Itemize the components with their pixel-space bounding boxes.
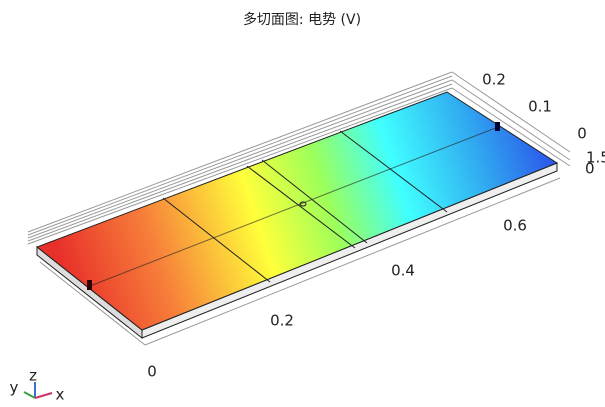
triad-x: x (56, 386, 65, 404)
x-tick-label: 0.6 (503, 217, 527, 235)
front-axis (39, 177, 561, 346)
y-tick-label: 0 (577, 125, 587, 143)
z-tick-label: 1.5 (586, 149, 605, 167)
x-tick-label: 0 (147, 363, 157, 381)
y-tick-label: 0.1 (528, 98, 552, 116)
x-tick-label: 0.4 (391, 262, 415, 280)
z-tick-label: 0 (585, 160, 595, 178)
triad-y: y (10, 379, 19, 397)
y-tick-label: 0.2 (482, 71, 506, 89)
back-grid (27, 71, 571, 245)
axis-triad: z y x (10, 367, 65, 404)
x-tick-label: 0.2 (270, 312, 294, 330)
slab (35, 91, 559, 340)
triad-z: z (29, 367, 37, 385)
title: 多切面图: 电势 (V) (243, 11, 361, 28)
